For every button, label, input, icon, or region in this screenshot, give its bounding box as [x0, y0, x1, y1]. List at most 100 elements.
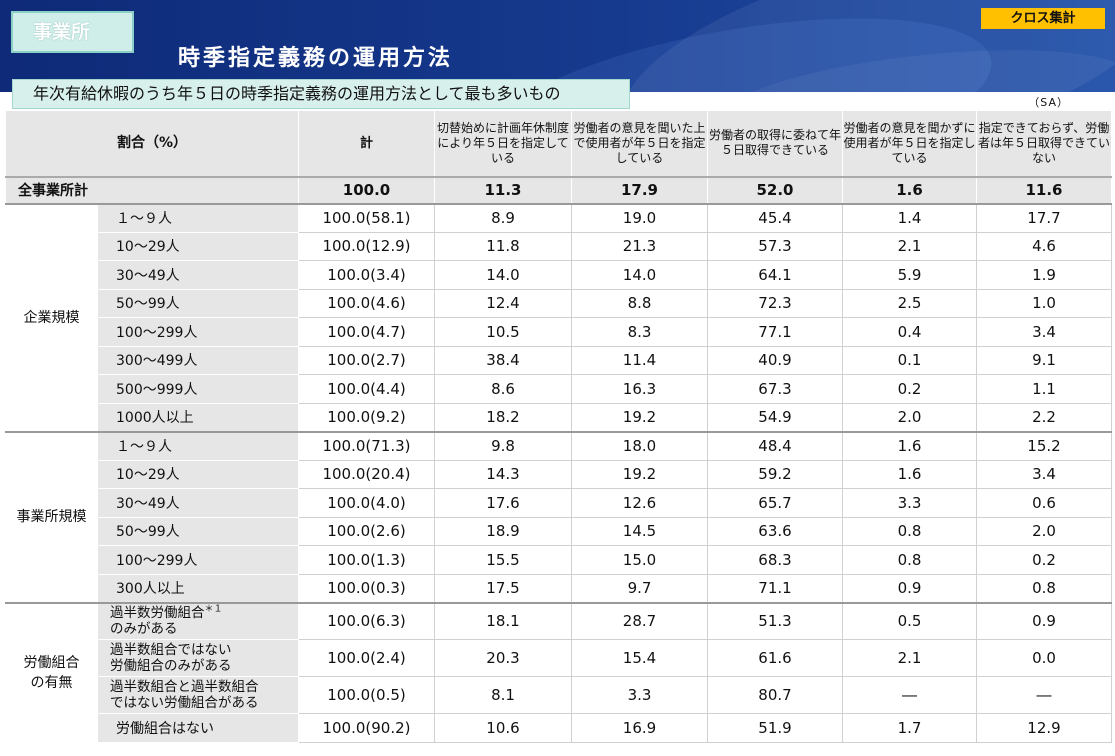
cell-total: 100.0(90.2) — [298, 713, 435, 743]
cell-value: 2.0 — [976, 516, 1112, 546]
cell-total: 100.0(2.4) — [298, 639, 435, 677]
cell-value: 5.9 — [842, 260, 977, 290]
cell-value: 18.1 — [434, 601, 572, 640]
cell-value: 54.9 — [707, 402, 843, 432]
row-label: 10～29人 — [97, 459, 299, 489]
subtitle: 年次有給休暇のうち年５日の時季指定義務の運用方法として最も多いもの — [12, 79, 630, 109]
page-title: 時季指定義務の運用方法 — [178, 46, 454, 71]
header-banner — [0, 0, 1115, 92]
cell-value: 19.2 — [571, 402, 708, 432]
cell-value: 18.0 — [571, 430, 708, 461]
cell-total: 100.0(3.4) — [298, 260, 435, 290]
cell-value: 1.4 — [842, 202, 977, 233]
cell-value: 28.7 — [571, 601, 708, 640]
cell-value: 16.3 — [571, 374, 708, 404]
cell-total: 100.0(4.7) — [298, 317, 435, 347]
table-row: 300～499人 100.0(2.7) 38.4 11.4 40.9 0.1 9… — [6, 345, 1112, 375]
cell-value: 11.4 — [571, 345, 708, 375]
table-row: 企業規模 １～９人 100.0(58.1) 8.9 19.0 45.4 1.4 … — [5, 202, 1112, 432]
table-row: 30～49人 100.0(3.4) 14.0 14.0 64.1 5.9 1.9 — [6, 260, 1112, 290]
cell-total: 100.0(4.4) — [298, 374, 435, 404]
results-table: 割合（%） 計 切替始めに計画年休制度により年５日を指定している 労働者の意見を… — [5, 110, 1112, 743]
row-label: 50～99人 — [97, 516, 299, 546]
row-label-line2: ではない労働組合がある — [110, 695, 259, 711]
row-label: 全事業所計 — [5, 175, 299, 204]
cell-value: 45.4 — [707, 202, 843, 233]
cell-value: 0.8 — [842, 545, 977, 575]
cell-value: 15.0 — [571, 545, 708, 575]
table-row: 労働組合の有無 過半数労働組合＊１ のみがある 100.0(6.3) 18.1 2… — [5, 601, 1112, 743]
cell-total: 100.0(71.3) — [298, 430, 435, 461]
footnote-mark: ＊１ — [204, 604, 223, 615]
table-row: 50～99人 100.0(4.6) 12.4 8.8 72.3 2.5 1.0 — [6, 288, 1112, 318]
header-row: 割合（%） 計 切替始めに計画年休制度により年５日を指定している 労働者の意見を… — [5, 110, 1112, 177]
cell-value: 10.5 — [434, 317, 572, 347]
cell-total: 100.0(2.7) — [298, 345, 435, 375]
table-row: 1000人以上 100.0(9.2) 18.2 19.2 54.9 2.0 2.… — [6, 402, 1112, 432]
cell-value: 2.5 — [842, 288, 977, 318]
cell-value: 57.3 — [707, 231, 843, 261]
cell-value: 2.1 — [842, 231, 977, 261]
row-label-line2: のみがある — [110, 621, 178, 638]
cell-value: 15.2 — [976, 430, 1112, 461]
cell-value: 14.0 — [571, 260, 708, 290]
cell-value: 10.6 — [434, 713, 572, 743]
cross-tabulation-badge: クロス集計 — [981, 8, 1105, 29]
row-label: １～９人 — [97, 202, 299, 233]
cell-value: 16.9 — [571, 713, 708, 743]
cell-total: 100.0(4.0) — [298, 488, 435, 518]
cell-value: 0.5 — [842, 601, 977, 640]
cell-value: 2.2 — [976, 402, 1112, 432]
cell-value: ― — [976, 676, 1112, 714]
table-row: 労働組合はない 100.0(90.2) 10.6 16.9 51.9 1.7 1… — [6, 713, 1112, 743]
cell-total: 100.0(12.9) — [298, 231, 435, 261]
row-label: 100～299人 — [97, 317, 299, 347]
row-label: 100～299人 — [97, 545, 299, 575]
cell-value: 0.8 — [842, 516, 977, 546]
cell-value: 8.9 — [434, 202, 572, 233]
cell-value: 20.3 — [434, 639, 572, 677]
col-header-planned-leave: 切替始めに計画年休制度により年５日を指定している — [434, 110, 572, 177]
cell-value: 59.2 — [707, 459, 843, 489]
cell-value: 48.4 — [707, 430, 843, 461]
col-header-left-to-worker: 労働者の取得に委ねて年５日取得できている — [707, 110, 843, 177]
cell-value: ― — [842, 676, 977, 714]
cell-value: 52.0 — [707, 175, 843, 204]
all-offices-row: 全事業所計 100.0 11.3 17.9 52.0 1.6 11.6 — [5, 175, 1112, 204]
table-row: 過半数組合と過半数組合 ではない労働組合がある 100.0(0.5) 8.1 3.… — [6, 676, 1112, 714]
cell-value: 71.1 — [707, 573, 843, 603]
row-label: 300人以上 — [97, 573, 299, 603]
row-label-line1: 過半数組合と過半数組合 — [110, 679, 259, 695]
table-row: 50～99人 100.0(2.6) 18.9 14.5 63.6 0.8 2.0 — [6, 516, 1112, 546]
row-label: 30～49人 — [97, 260, 299, 290]
cell-total: 100.0(0.3) — [298, 573, 435, 603]
cell-value: 80.7 — [707, 676, 843, 714]
cell-total: 100.0(9.2) — [298, 402, 435, 432]
cell-value: 3.3 — [571, 676, 708, 714]
group-label: 事業所規模 — [5, 430, 98, 603]
cell-value: 19.2 — [571, 459, 708, 489]
cell-value: 0.2 — [976, 545, 1112, 575]
cell-value: 1.6 — [842, 430, 977, 461]
cell-value: 0.8 — [976, 573, 1112, 603]
cell-value: 12.4 — [434, 288, 572, 318]
cell-value: 2.0 — [842, 402, 977, 432]
cell-value: 17.6 — [434, 488, 572, 518]
group-label: 労働組合の有無 — [5, 601, 98, 743]
col-header-ratio: 割合（%） — [5, 110, 299, 177]
cell-value: 9.8 — [434, 430, 572, 461]
cell-value: 8.6 — [434, 374, 572, 404]
table-row: 事業所規模 １～９人 100.0(71.3) 9.8 18.0 48.4 1.6… — [5, 430, 1112, 603]
row-label-line2: 労働組合のみがある — [110, 658, 232, 674]
cell-value: 0.2 — [842, 374, 977, 404]
cell-value: 77.1 — [707, 317, 843, 347]
cell-value: 17.9 — [571, 175, 708, 204]
col-header-employer-after-hearing: 労働者の意見を聞いた上で使用者が年５日を指定している — [571, 110, 708, 177]
cell-value: 8.3 — [571, 317, 708, 347]
row-label-line1: 過半数組合ではない — [110, 642, 232, 658]
cell-value: 0.6 — [976, 488, 1112, 518]
cell-value: 2.1 — [842, 639, 977, 677]
row-label: 50～99人 — [97, 288, 299, 318]
cell-value: 8.1 — [434, 676, 572, 714]
table-row: 30～49人 100.0(4.0) 17.6 12.6 65.7 3.3 0.6 — [6, 488, 1112, 518]
